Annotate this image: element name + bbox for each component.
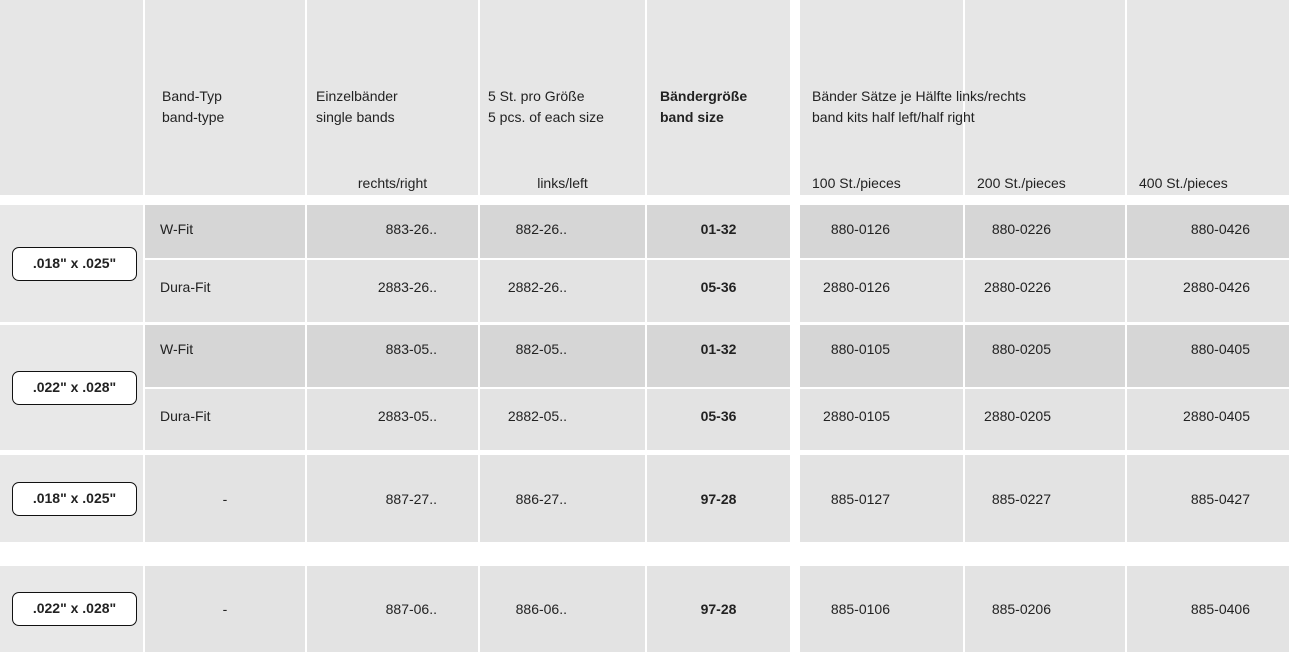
subheader-text: 100 St./pieces <box>812 173 901 193</box>
band-type: - <box>145 599 305 619</box>
subheader-text: 200 St./pieces <box>977 173 1066 193</box>
header-text: Band-Typ <box>162 86 222 106</box>
band-size: 97-28 <box>647 599 790 619</box>
article-number: 880-0405 <box>1191 339 1250 359</box>
article-number: 880-0226 <box>992 219 1051 239</box>
article-number: 2882-26.. <box>508 277 567 297</box>
header-text: 5 St. pro Größe <box>488 86 584 106</box>
article-number: 2880-0205 <box>984 406 1051 426</box>
header-text: Bändergröße <box>660 86 747 106</box>
band-type: Dura-Fit <box>160 277 211 297</box>
article-number: 886-06.. <box>516 599 567 619</box>
header-text: band-type <box>162 107 224 127</box>
band-size: 01-32 <box>647 339 790 359</box>
band-size: 05-36 <box>647 277 790 297</box>
band-size: 01-32 <box>647 219 790 239</box>
article-number: 2882-05.. <box>508 406 567 426</box>
article-number: 880-0105 <box>831 339 890 359</box>
page: Band-Typband-type Einzelbändersingle band… <box>0 0 1289 666</box>
article-number: 880-0426 <box>1191 219 1250 239</box>
band-size: 05-36 <box>647 406 790 426</box>
article-number: 885-0406 <box>1191 599 1250 619</box>
header-text: 5 pcs. of each size <box>488 107 604 127</box>
article-number: 882-26.. <box>516 219 567 239</box>
group-label: .018" x .025" <box>12 247 137 281</box>
separator <box>963 150 965 195</box>
article-number: 882-05.. <box>516 339 567 359</box>
article-number: 2880-0105 <box>823 406 890 426</box>
article-number: 2880-0226 <box>984 277 1051 297</box>
group-label: .018" x .025" <box>12 482 137 516</box>
article-number: 887-27.. <box>386 489 437 509</box>
article-number: 885-0106 <box>831 599 890 619</box>
header-text: Bänder Sätze je Hälfte links/rechts <box>812 86 1026 106</box>
header-text: single bands <box>316 107 395 127</box>
header-cell <box>0 0 143 195</box>
article-number: 883-05.. <box>386 339 437 359</box>
article-number: 2880-0126 <box>823 277 890 297</box>
article-number: 885-0127 <box>831 489 890 509</box>
article-number: 885-0427 <box>1191 489 1250 509</box>
separator <box>1125 150 1127 195</box>
group-label: .022" x .028" <box>12 592 137 626</box>
band-type: W-Fit <box>160 339 193 359</box>
subheader-text: rechts/right <box>307 173 478 193</box>
header-text: band kits half left/half right <box>812 107 975 127</box>
band-type: W-Fit <box>160 219 193 239</box>
article-number: 886-27.. <box>516 489 567 509</box>
article-number: 2880-0426 <box>1183 277 1250 297</box>
article-number: 2880-0405 <box>1183 406 1250 426</box>
article-number: 880-0205 <box>992 339 1051 359</box>
header-cell <box>1127 0 1289 195</box>
article-number: 885-0206 <box>992 599 1051 619</box>
subheader-text: 400 St./pieces <box>1139 173 1228 193</box>
subheader-text: links/left <box>480 173 645 193</box>
article-number: 2883-26.. <box>378 277 437 297</box>
article-number: 2883-05.. <box>378 406 437 426</box>
header-text: band size <box>660 107 724 127</box>
article-number: 880-0126 <box>831 219 890 239</box>
article-number: 887-06.. <box>386 599 437 619</box>
band-size: 97-28 <box>647 489 790 509</box>
band-type: - <box>145 489 305 509</box>
group-label: .022" x .028" <box>12 371 137 405</box>
article-number: 883-26.. <box>386 219 437 239</box>
band-type: Dura-Fit <box>160 406 211 426</box>
header-text: Einzelbänder <box>316 86 398 106</box>
article-number: 885-0227 <box>992 489 1051 509</box>
